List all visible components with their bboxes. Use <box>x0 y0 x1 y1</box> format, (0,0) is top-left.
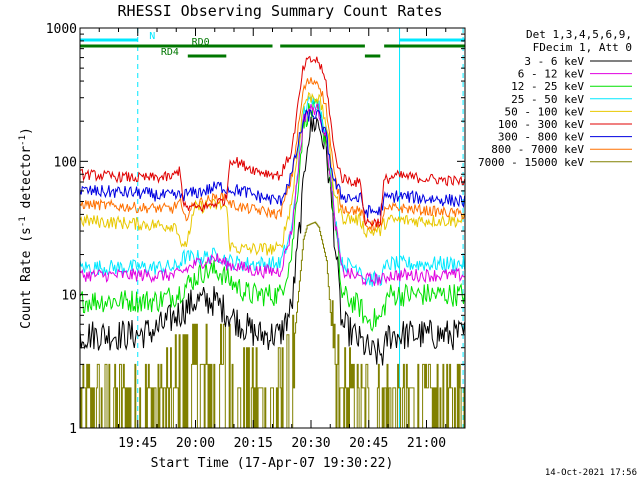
legend-label: 3 - 6 keV <box>524 55 584 68</box>
legend-label: 300 - 800 keV <box>498 131 584 144</box>
series-line-7000-15000-kev <box>80 221 465 428</box>
x-tick-label: 20:15 <box>234 436 273 451</box>
legend-label: 50 - 100 keV <box>505 105 585 118</box>
legend-label: 6 - 12 keV <box>518 68 585 81</box>
legend-header-line-2: FDecim 1, Att 0 <box>533 41 632 54</box>
series-line-25-50-kev <box>80 95 465 287</box>
y-tick-label: 1000 <box>46 22 77 37</box>
x-tick-label: 20:45 <box>349 436 388 451</box>
legend-label: 7000 - 15000 keV <box>478 156 584 169</box>
x-tick-label: 19:45 <box>118 436 157 451</box>
flag-label-rd0: RD0 <box>192 37 210 48</box>
legend-label: 25 - 50 keV <box>511 93 584 106</box>
series-lines <box>80 55 465 428</box>
footer-timestamp: 14-Oct-2021 17:56 <box>545 468 637 478</box>
x-axis-ticks: 19:45 20:00 20:15 20:30 20:45 21:00 <box>79 28 466 451</box>
series-line-50-100-kev <box>80 91 465 256</box>
y-axis-ticks: 1 10 100 1000 <box>46 22 465 437</box>
series-line-300-800-kev <box>80 108 465 219</box>
legend-header-line-1: Det 1,3,4,5,6,9, <box>526 28 632 41</box>
chart-title: RHESSI Observing Summary Count Rates <box>117 2 442 20</box>
series-line-12-25-kev <box>80 98 465 332</box>
series-line-800-7000-kev <box>80 77 465 232</box>
y-axis-label: Count Rate (s-1 detector-1) <box>18 127 34 329</box>
legend: Det 1,3,4,5,6,9, FDecim 1, Att 0 3 - 6 k… <box>478 28 632 169</box>
x-tick-label: 21:00 <box>407 436 446 451</box>
y-tick-label: 10 <box>61 289 77 304</box>
y-label-part-2: detector <box>19 146 34 217</box>
y-tick-label: 1 <box>69 422 77 437</box>
flag-bars: N RD0 RD4 <box>80 31 465 58</box>
plot-area: N RD0 RD4 <box>80 28 465 428</box>
vertical-marker-lines <box>137 28 464 428</box>
flag-label-rd4: RD4 <box>161 47 179 58</box>
y-tick-label: 100 <box>54 155 77 170</box>
y-label-sup-2: -1 <box>18 135 28 146</box>
series-line-3-6-kev <box>80 116 465 366</box>
y-label-sup-1: -1 <box>18 216 28 227</box>
x-axis-label: Start Time (17-Apr-07 19:30:22) <box>151 456 394 471</box>
series-line-100-300-kev <box>80 55 465 228</box>
x-tick-label: 20:00 <box>176 436 215 451</box>
series-line-6-12-kev <box>80 103 465 287</box>
legend-label: 800 - 7000 keV <box>491 143 584 156</box>
x-tick-label: 20:30 <box>291 436 330 451</box>
legend-label: 100 - 300 keV <box>498 118 584 131</box>
y-label-part-1: Count Rate (s <box>19 227 34 329</box>
y-label-part-3: ) <box>19 127 34 135</box>
flag-label-n: N <box>149 31 155 42</box>
legend-label: 12 - 25 keV <box>511 80 584 93</box>
